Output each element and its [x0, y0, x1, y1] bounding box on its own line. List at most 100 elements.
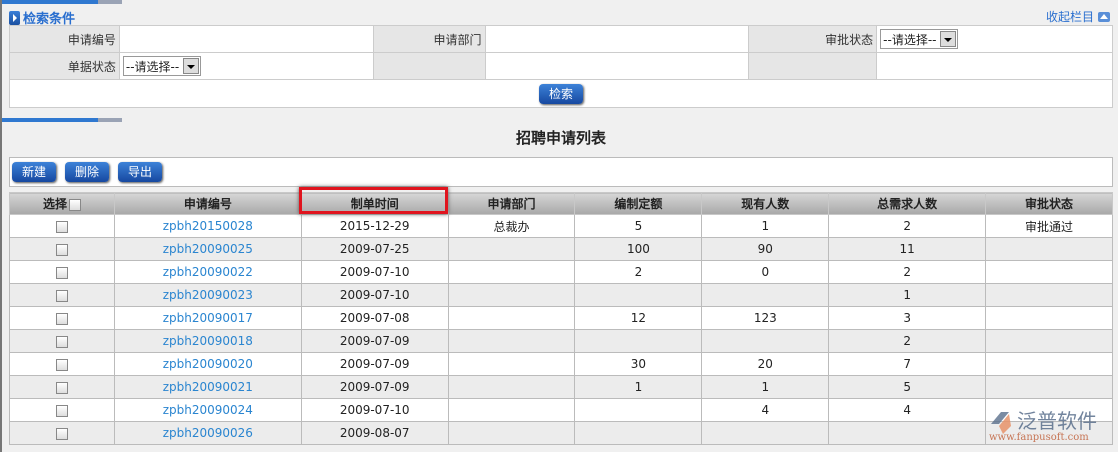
- select-cell: [9, 352, 115, 376]
- select-cell: [9, 375, 115, 399]
- row-checkbox[interactable]: [55, 335, 68, 348]
- row-checkbox[interactable]: [55, 404, 68, 417]
- apply-no-link[interactable]: zpbh20090021: [113, 375, 302, 399]
- cell: 2: [574, 260, 703, 284]
- cell: [574, 421, 703, 445]
- row-checkbox[interactable]: [55, 266, 68, 279]
- recruit-apply-table: 选择 申请编号 制单时间 申请部门 编制定额 现有人数 总需求人数 审批状态 zpbh2015…: [9, 192, 1113, 445]
- column-header: 选择: [9, 192, 115, 215]
- column-header[interactable]: 申请部门: [447, 192, 576, 215]
- label-apply-dept: 申请部门: [372, 25, 486, 53]
- cell: 12: [574, 306, 703, 330]
- table-row: zpbh20150028 2015-12-29 总裁办 5 1 2 审批通过: [9, 214, 1113, 238]
- export-button[interactable]: 导出: [118, 162, 163, 182]
- column-header-label: 总需求人数: [877, 197, 938, 211]
- tab-bar-list: [2, 118, 122, 122]
- cell: 1: [828, 283, 987, 307]
- cell: [447, 283, 576, 307]
- select-cell: [9, 329, 115, 353]
- apply-no-link[interactable]: zpbh20090020: [113, 352, 302, 376]
- new-button[interactable]: 新建: [12, 162, 57, 182]
- svg-text:泛普软件: 泛普软件: [1017, 409, 1097, 433]
- apply-no-link[interactable]: zpbh20150028: [113, 214, 302, 238]
- approve-status-select[interactable]: --请选择--: [880, 29, 959, 49]
- select-all-checkbox[interactable]: [68, 198, 81, 211]
- cell: 审批通过: [985, 214, 1113, 238]
- empty-label: [748, 52, 878, 80]
- apply-no-input[interactable]: [118, 25, 374, 53]
- apply-no-link[interactable]: zpbh20090025: [113, 237, 302, 261]
- column-header[interactable]: 审批状态: [985, 192, 1113, 215]
- search-section-title: 检索条件: [9, 8, 75, 27]
- dropdown-arrow-icon: [183, 58, 200, 74]
- cell: 123: [701, 306, 830, 330]
- table-row: zpbh20090020 2009-07-09 30 20 7: [9, 352, 1113, 376]
- cell: [447, 306, 576, 330]
- column-header[interactable]: 现有人数: [701, 192, 830, 215]
- apply-no-link[interactable]: zpbh20090017: [113, 306, 302, 330]
- cell: [985, 283, 1113, 307]
- highlight-box: [299, 187, 448, 214]
- column-header-label: 现有人数: [741, 197, 790, 211]
- row-checkbox[interactable]: [55, 427, 68, 440]
- search-title-text: 检索条件: [23, 12, 76, 27]
- apply-no-link[interactable]: zpbh20090018: [113, 329, 302, 353]
- dropdown-arrow-icon: [940, 31, 957, 47]
- cell: 1: [701, 375, 830, 399]
- cell: [447, 375, 576, 399]
- collapse-button[interactable]: 收起栏目: [1046, 8, 1110, 25]
- cell: 100: [574, 237, 703, 261]
- table-row: zpbh20090023 2009-07-10 1: [9, 283, 1113, 307]
- select-cell: [9, 398, 115, 422]
- cell: [447, 398, 576, 422]
- cell: [701, 421, 830, 445]
- cell: [701, 329, 830, 353]
- svg-text:www.fanpusoft.com: www.fanpusoft.com: [989, 432, 1089, 443]
- select-cell: [9, 237, 115, 261]
- cell: [985, 329, 1113, 353]
- cell: 5: [828, 375, 987, 399]
- doc-status-select[interactable]: --请选择--: [122, 56, 202, 76]
- apply-no-link[interactable]: zpbh20090026: [113, 421, 302, 445]
- table-row: zpbh20090017 2009-07-08 12 123 3: [9, 306, 1113, 330]
- select-value: --请选择--: [883, 32, 937, 47]
- row-checkbox[interactable]: [55, 289, 68, 302]
- apply-no-link[interactable]: zpbh20090023: [113, 283, 302, 307]
- table-row: zpbh20090025 2009-07-25 100 90 11: [9, 237, 1113, 261]
- search-form: 申请编号 申请部门 审批状态 --请选择-- 单据状态 --请选择-- 检索: [9, 25, 1113, 108]
- cell: 4: [701, 398, 830, 422]
- row-checkbox[interactable]: [55, 312, 68, 325]
- row-checkbox[interactable]: [55, 243, 68, 256]
- table-row: zpbh20090018 2009-07-09 2: [9, 329, 1113, 353]
- cell: 2: [828, 214, 987, 238]
- cell: [447, 329, 576, 353]
- list-title: 招聘申请列表: [515, 129, 606, 147]
- column-header-label: 审批状态: [1025, 197, 1074, 211]
- table-row: zpbh20090024 2009-07-10 4 4: [9, 398, 1113, 422]
- apply-dept-input[interactable]: [484, 25, 750, 53]
- apply-no-link[interactable]: zpbh20090024: [113, 398, 302, 422]
- play-icon: [9, 10, 20, 25]
- apply-no-link[interactable]: zpbh20090022: [113, 260, 302, 284]
- row-checkbox[interactable]: [55, 220, 68, 233]
- column-header[interactable]: 申请编号: [113, 192, 302, 215]
- cell: [985, 352, 1113, 376]
- collapse-label: 收起栏目: [1045, 10, 1094, 24]
- label-apply-no: 申请编号: [9, 25, 120, 53]
- cell: 2: [828, 329, 987, 353]
- cell: [574, 329, 703, 353]
- search-button[interactable]: 检索: [538, 83, 583, 104]
- column-header[interactable]: 总需求人数: [828, 192, 987, 215]
- delete-button[interactable]: 删除: [65, 162, 110, 182]
- cell: 5: [574, 214, 703, 238]
- cell: 90: [701, 237, 830, 261]
- select-cell: [9, 260, 115, 284]
- cell: [447, 352, 576, 376]
- cell: 2009-08-07: [300, 421, 449, 445]
- row-checkbox[interactable]: [55, 358, 68, 371]
- select-cell: [9, 283, 115, 307]
- row-checkbox[interactable]: [55, 381, 68, 394]
- cell: [701, 283, 830, 307]
- column-header[interactable]: 编制定额: [574, 192, 703, 215]
- cell: 3: [828, 306, 987, 330]
